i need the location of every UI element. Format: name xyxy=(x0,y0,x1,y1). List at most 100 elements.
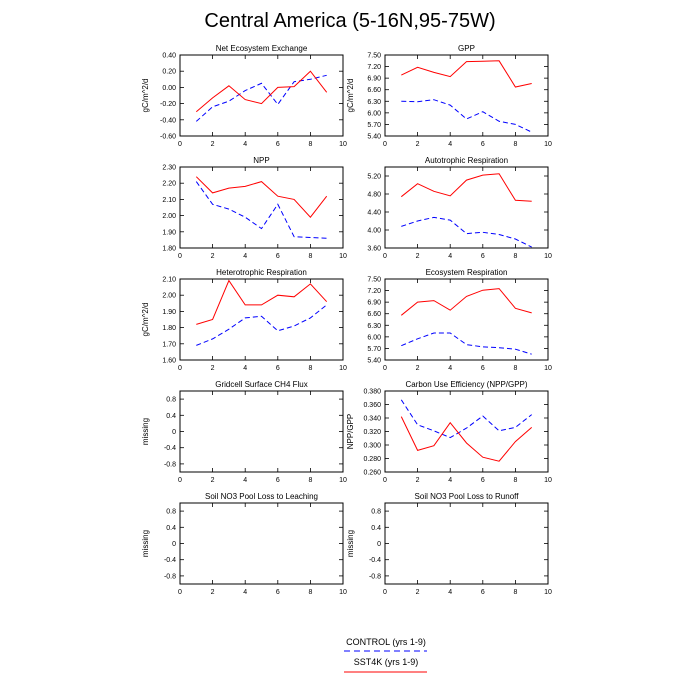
x-tick-label: 6 xyxy=(276,365,280,372)
x-tick-label: 2 xyxy=(416,253,420,260)
y-tick-label: 2.00 xyxy=(162,293,176,300)
sst4k-series-line xyxy=(400,416,533,462)
x-tick-label: 0 xyxy=(383,253,387,260)
x-tick-label: 2 xyxy=(416,589,420,596)
y-tick-label: 0.20 xyxy=(162,69,176,76)
y-tick-label: 0.4 xyxy=(371,525,381,532)
x-tick-label: 10 xyxy=(339,365,347,372)
chart-panel: Gridcell Surface CH4 Flux 0 2 4 6 8 10 -0.8 -0.4… xyxy=(141,380,347,484)
y-tick-label: 5.20 xyxy=(367,174,381,181)
x-tick-label: 8 xyxy=(308,365,312,372)
panel-title: Net Ecosystem Exchange xyxy=(216,44,308,53)
plot-frame xyxy=(384,278,549,361)
chart-panel: Net Ecosystem Exchange 0 2 4 6 8 10 -0.60 -0.40 -… xyxy=(141,44,347,148)
panel-title: Gridcell Surface CH4 Flux xyxy=(215,380,307,389)
x-tick-label: 4 xyxy=(448,477,452,484)
x-tick-label: 0 xyxy=(178,141,182,148)
sst4k-series-line xyxy=(401,60,532,88)
x-tick-label: 4 xyxy=(243,477,247,484)
y-tick-label: 5.70 xyxy=(367,122,381,129)
y-tick-label: 0.8 xyxy=(371,509,381,516)
y-axis-label: NPP/GPP xyxy=(346,414,355,450)
x-tick-label: 0 xyxy=(178,477,182,484)
y-axis-label: missing xyxy=(346,530,355,557)
plot-frame xyxy=(179,166,344,249)
x-tick-label: 10 xyxy=(544,477,552,484)
x-tick-label: 6 xyxy=(276,253,280,260)
y-tick-label: 0.320 xyxy=(363,429,381,436)
x-tick-label: 10 xyxy=(544,253,552,260)
panel-title: Ecosystem Respiration xyxy=(426,268,508,277)
x-tick-label: 8 xyxy=(308,477,312,484)
plot-frame xyxy=(384,502,549,585)
x-tick-label: 0 xyxy=(383,589,387,596)
x-tick-label: 4 xyxy=(243,141,247,148)
x-tick-label: 10 xyxy=(339,477,347,484)
x-tick-label: 6 xyxy=(481,365,485,372)
y-tick-label: -0.8 xyxy=(369,573,381,580)
x-tick-label: 2 xyxy=(211,253,215,260)
y-tick-label: 0.260 xyxy=(363,470,381,477)
y-tick-label: 1.90 xyxy=(162,229,176,236)
x-tick-label: 6 xyxy=(481,141,485,148)
x-tick-label: 0 xyxy=(178,589,182,596)
y-tick-label: 4.40 xyxy=(367,210,381,217)
y-tick-label: 7.50 xyxy=(367,277,381,284)
y-tick-label: -0.60 xyxy=(160,134,176,141)
sst4k-series-line xyxy=(196,279,328,325)
x-tick-label: 2 xyxy=(416,365,420,372)
control-series-line xyxy=(195,181,327,239)
y-tick-label: 7.20 xyxy=(367,288,381,295)
y-tick-label: 7.20 xyxy=(367,64,381,71)
y-tick-label: 2.10 xyxy=(162,277,176,284)
y-tick-label: 0.380 xyxy=(363,389,381,396)
panel-title: Heterotrophic Respiration xyxy=(216,268,307,277)
y-tick-label: 6.30 xyxy=(367,323,381,330)
y-tick-label: 6.90 xyxy=(367,300,381,307)
y-tick-label: 6.60 xyxy=(367,311,381,318)
x-tick-label: 2 xyxy=(211,141,215,148)
y-tick-label: -0.4 xyxy=(164,557,176,564)
control-series-line xyxy=(400,399,533,439)
x-tick-label: 6 xyxy=(276,477,280,484)
control-series-line xyxy=(401,99,532,133)
x-tick-label: 0 xyxy=(178,365,182,372)
y-tick-label: 6.00 xyxy=(367,334,381,341)
y-axis-label: gC/m^2/d xyxy=(346,79,355,113)
chart-panel: NPP 0 2 4 6 8 10 1.80 1.90 2.00 2.10 2.20 2.30 xyxy=(162,156,347,260)
y-tick-label: 1.80 xyxy=(162,246,176,253)
x-tick-label: 10 xyxy=(544,589,552,596)
x-tick-label: 4 xyxy=(243,365,247,372)
y-tick-label: 0.8 xyxy=(166,397,176,404)
y-tick-label: 4.80 xyxy=(367,192,381,199)
sst4k-series-line xyxy=(400,173,532,202)
control-series-line xyxy=(195,74,327,122)
x-tick-label: 2 xyxy=(211,477,215,484)
y-tick-label: 6.60 xyxy=(367,87,381,94)
x-tick-label: 8 xyxy=(513,365,517,372)
y-tick-label: 4.00 xyxy=(367,228,381,235)
x-tick-label: 4 xyxy=(243,253,247,260)
chart-panel: Heterotrophic Respiration 0 2 4 6 8 10 1.60 1.70… xyxy=(141,268,347,372)
legend: CONTROL (yrs 1-9) SST4K (yrs 1-9) xyxy=(344,637,427,673)
y-axis-label: missing xyxy=(141,418,150,445)
x-tick-label: 0 xyxy=(383,477,387,484)
y-tick-label: 0.300 xyxy=(363,443,381,450)
x-tick-label: 0 xyxy=(383,365,387,372)
y-tick-label: 5.70 xyxy=(367,346,381,353)
legend-control-label: CONTROL (yrs 1-9) xyxy=(346,637,426,647)
panel-title: Autotrophic Respiration xyxy=(425,156,508,165)
x-tick-label: 4 xyxy=(448,365,452,372)
x-tick-label: 8 xyxy=(513,589,517,596)
y-tick-label: 7.50 xyxy=(367,53,381,60)
x-tick-label: 6 xyxy=(481,589,485,596)
x-tick-label: 8 xyxy=(513,477,517,484)
control-series-line xyxy=(196,304,328,346)
y-tick-label: 5.40 xyxy=(367,358,381,365)
y-tick-label: 3.60 xyxy=(367,246,381,253)
y-tick-label: 0.4 xyxy=(166,525,176,532)
y-tick-label: 6.90 xyxy=(367,76,381,83)
y-tick-label: 1.70 xyxy=(162,341,176,348)
plot-frame xyxy=(179,502,344,585)
